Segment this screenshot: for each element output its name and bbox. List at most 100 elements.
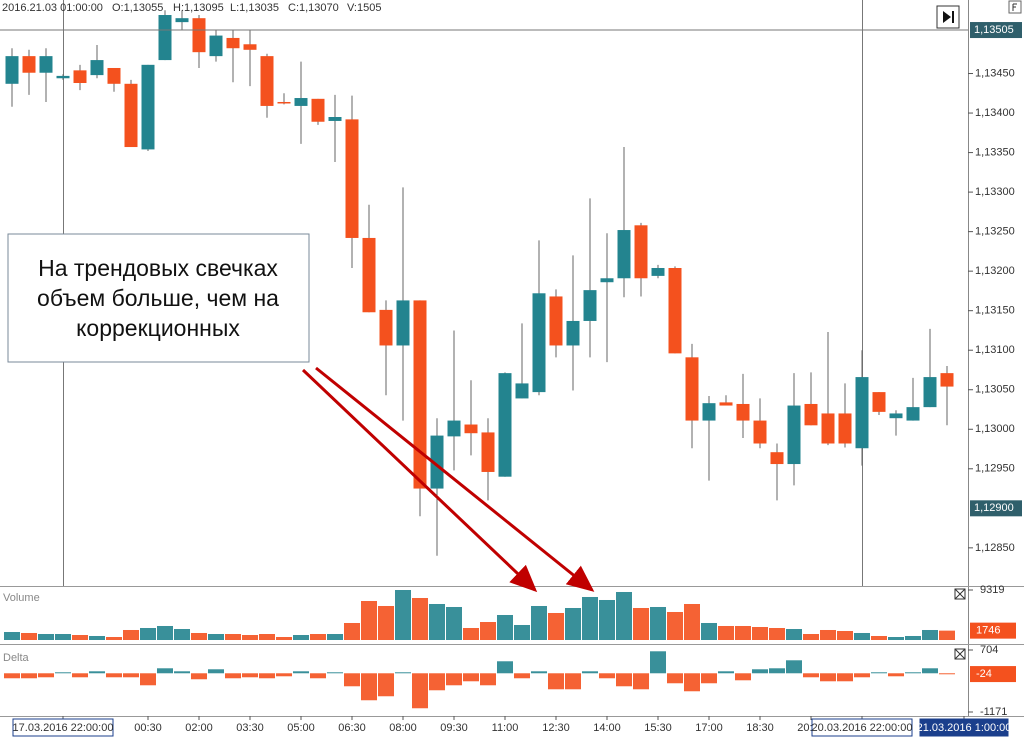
arrow	[301, 368, 538, 593]
y-tick-label: 9319	[980, 584, 1004, 596]
bar	[803, 673, 819, 678]
x-tick-label: 03:30	[236, 722, 264, 734]
bar	[769, 668, 785, 674]
candle-body	[396, 300, 410, 346]
x-marker	[811, 718, 913, 737]
annotation-line: объем больше, чем на	[37, 285, 279, 311]
header-info: C:1,13070	[288, 2, 339, 14]
bar	[106, 637, 122, 640]
bar	[786, 629, 802, 640]
last-value-marker	[970, 622, 1016, 639]
candle-body	[651, 267, 665, 276]
candle-body	[532, 293, 546, 393]
y-tick-label: 704	[980, 644, 998, 656]
candle-body	[804, 403, 818, 426]
bar	[718, 671, 734, 674]
bar	[531, 605, 547, 640]
last-value-marker	[970, 666, 1016, 683]
bar	[582, 596, 598, 640]
bar	[140, 673, 156, 686]
bar	[21, 632, 37, 640]
bar	[667, 611, 683, 640]
bar	[55, 672, 71, 674]
bar	[939, 673, 955, 675]
x-marker	[919, 718, 1009, 737]
bar	[480, 673, 496, 686]
bar	[123, 629, 139, 640]
annotation-line: На трендовых свечках	[38, 255, 278, 281]
bar	[599, 599, 615, 640]
bar	[446, 606, 462, 640]
y-tick-label: 1,13250	[975, 226, 1015, 238]
button-icon[interactable]	[954, 648, 966, 660]
bar	[820, 629, 836, 640]
candle-body	[22, 56, 36, 73]
price-marker	[970, 22, 1022, 39]
arrow	[315, 366, 595, 592]
close-panel-button[interactable]	[954, 588, 966, 600]
bar	[395, 590, 411, 640]
bar	[497, 661, 513, 674]
play-button[interactable]	[936, 5, 960, 29]
bar	[344, 673, 360, 687]
y-tick-label: -1171	[980, 706, 1007, 718]
candle-body	[702, 403, 716, 421]
y-tick-label: 1,13300	[975, 186, 1015, 198]
candle-body	[175, 18, 189, 23]
bar	[72, 673, 88, 678]
bar	[21, 673, 37, 679]
candle-body	[719, 402, 733, 406]
price-marker-label: 1,12900	[974, 502, 1014, 514]
bar	[837, 673, 853, 682]
candle-body	[838, 413, 852, 444]
candle-body	[413, 300, 427, 489]
bar	[123, 673, 139, 678]
candle-body	[872, 392, 886, 412]
x-tick-label: 14:00	[593, 722, 621, 734]
candle-body	[209, 35, 223, 57]
bar	[735, 673, 751, 681]
bar	[531, 671, 547, 674]
price-marker	[970, 500, 1022, 517]
bar	[888, 673, 904, 677]
y-tick-label: 1,13350	[975, 146, 1015, 158]
y-tick-label: 1,12950	[975, 463, 1015, 475]
bar	[735, 625, 751, 640]
candle-body	[770, 452, 784, 465]
candle-body	[617, 230, 631, 279]
bar	[905, 672, 921, 674]
bar	[293, 671, 309, 674]
x-tick-label: 09:30	[440, 722, 468, 734]
candle-body	[379, 309, 393, 346]
bar	[514, 624, 530, 640]
bar	[361, 600, 377, 640]
bar	[140, 627, 156, 640]
candle-body	[753, 420, 767, 444]
candle-body	[498, 373, 512, 477]
last-value-label: 1746	[976, 625, 1000, 637]
bar	[242, 673, 258, 678]
button-icon[interactable]	[954, 588, 966, 600]
header-info: L:1,13035	[230, 2, 279, 14]
bar	[616, 673, 632, 687]
y-tick-label: 1,13450	[975, 67, 1015, 79]
bar	[888, 637, 904, 640]
candle-body	[345, 119, 359, 238]
bar	[463, 627, 479, 640]
close-panel-button[interactable]	[954, 648, 966, 660]
candle-body	[311, 98, 325, 122]
candle-body	[141, 64, 155, 150]
candle-body	[294, 98, 308, 106]
x-tick-label: 21.03.2016 1:00:00	[917, 722, 1012, 734]
bar	[480, 621, 496, 640]
x-tick-label: 00:30	[134, 722, 162, 734]
button-icon[interactable]	[1012, 3, 1017, 11]
f-button[interactable]	[1008, 0, 1022, 14]
candle-body	[277, 101, 291, 104]
y-tick-label: 1,13000	[975, 423, 1015, 435]
candle-body	[906, 407, 920, 421]
y-tick-label: 1,13050	[975, 384, 1015, 396]
button-icon[interactable]	[943, 11, 954, 23]
bar	[565, 607, 581, 640]
candle-body	[56, 75, 70, 79]
